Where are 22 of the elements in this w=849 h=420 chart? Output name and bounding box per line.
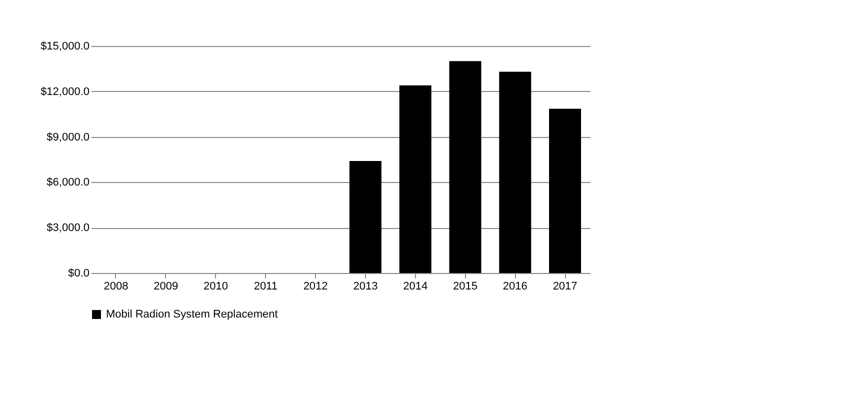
x-tick-label: 2017 xyxy=(552,280,578,292)
y-tick-label: $15,000.0 xyxy=(40,40,90,52)
x-tick-label: 2014 xyxy=(403,280,428,292)
legend-label: Mobil Radion System Replacement xyxy=(106,308,278,320)
x-tick-label: 2008 xyxy=(104,280,128,292)
x-tick-label: 2016 xyxy=(502,280,528,292)
x-tick-label: 2013 xyxy=(353,280,378,292)
bar xyxy=(549,108,582,273)
x-tick-label: 2010 xyxy=(204,280,228,292)
y-tick-label: $9,000.0 xyxy=(46,131,90,144)
x-tick-label: 2012 xyxy=(303,280,328,292)
x-tick-label: 2011 xyxy=(254,280,278,292)
y-tick-label: $3,000.0 xyxy=(46,222,90,234)
bar xyxy=(449,61,482,273)
x-tick-label: 2015 xyxy=(453,280,478,292)
y-tick-label: $6,000.0 xyxy=(46,176,90,189)
bar xyxy=(499,72,532,273)
bar xyxy=(349,161,382,273)
y-tick-label: $0.0 xyxy=(68,268,90,280)
bar xyxy=(399,85,432,273)
y-tick-label: $12,000.0 xyxy=(40,86,90,98)
x-tick-label: 2009 xyxy=(154,280,178,292)
